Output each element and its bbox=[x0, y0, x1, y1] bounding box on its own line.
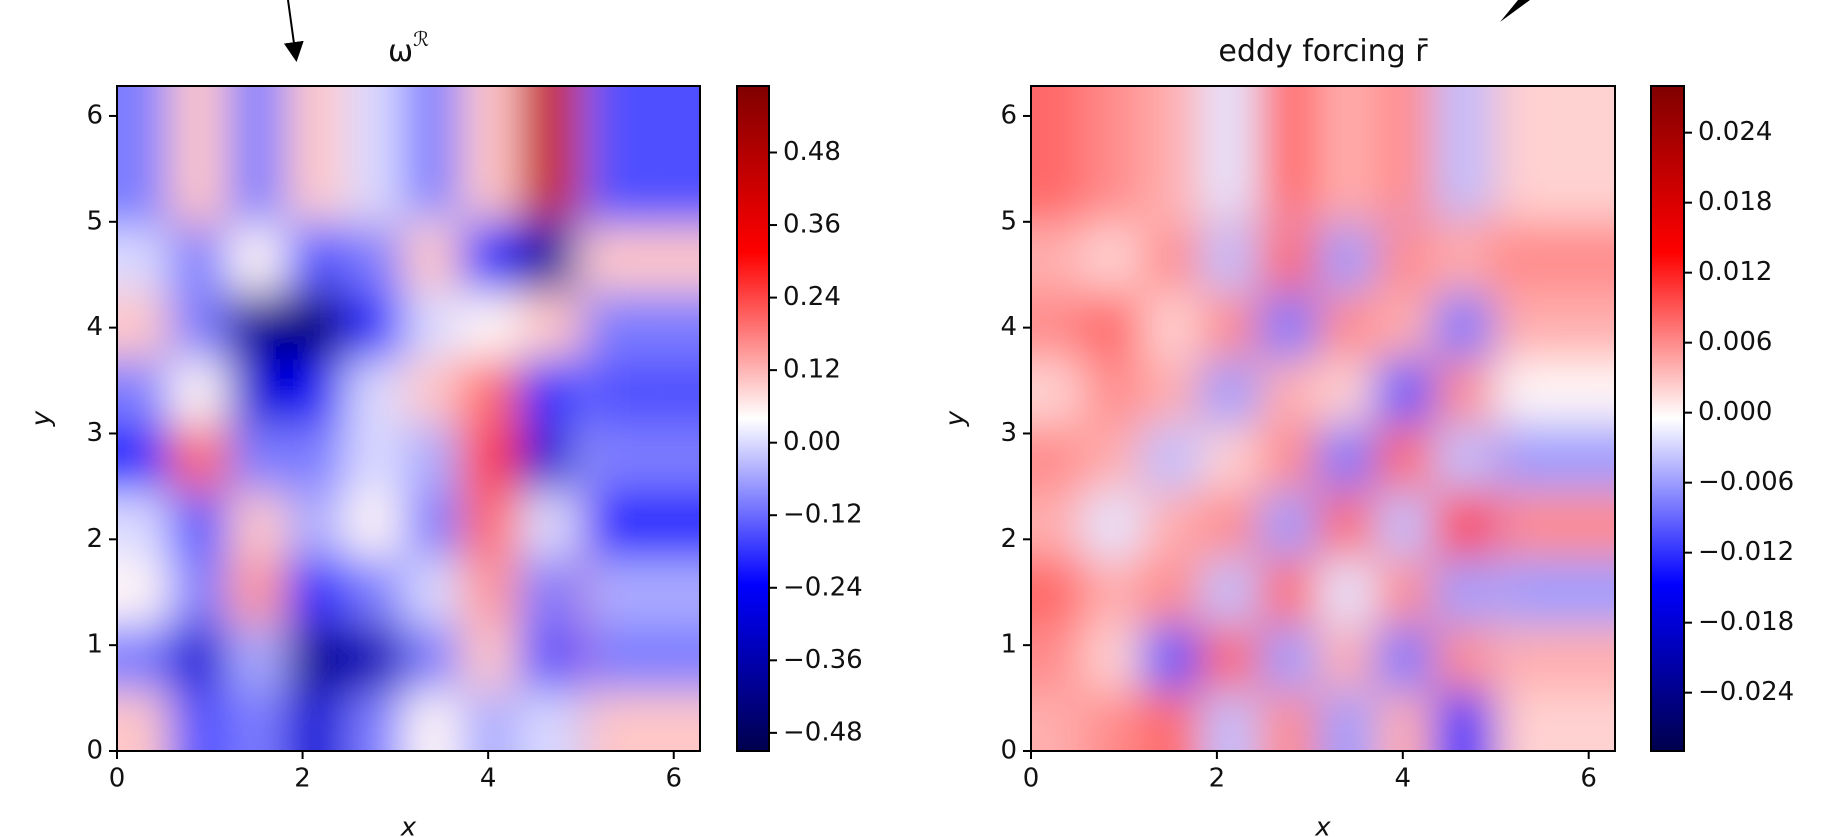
chart-title: eddy forcing r̄ bbox=[1218, 34, 1428, 69]
heatmap-cell bbox=[1498, 86, 1615, 220]
x-axis-label: x bbox=[400, 813, 417, 837]
x-tick-label: 2 bbox=[294, 764, 311, 794]
y-tick-label: 4 bbox=[1000, 312, 1017, 342]
y-tick-label: 0 bbox=[86, 736, 103, 766]
y-axis-label: y bbox=[941, 410, 971, 427]
y-tick-label: 5 bbox=[86, 206, 103, 236]
y-tick-label: 6 bbox=[86, 100, 103, 130]
title-superscript: ℛ bbox=[413, 27, 429, 51]
axes-frame bbox=[116, 85, 701, 752]
colorbar-tick-label: −0.36 bbox=[783, 645, 863, 675]
colorbar-tick-label: −0.018 bbox=[1698, 607, 1794, 637]
heatmap-cells bbox=[117, 86, 700, 751]
colorbar-tick-label: −0.12 bbox=[783, 500, 863, 530]
title-text: eddy forcing r̄ bbox=[1218, 34, 1428, 69]
colorbar-tick-label: −0.24 bbox=[783, 572, 863, 602]
colorbar-tick-label: −0.024 bbox=[1698, 677, 1794, 707]
y-tick-label: 3 bbox=[1000, 418, 1017, 448]
annotation-arrow bbox=[1500, 0, 1530, 22]
colorbar bbox=[736, 85, 770, 752]
colorbar-tick-label: 0.012 bbox=[1698, 257, 1772, 287]
x-tick-label: 0 bbox=[1023, 764, 1040, 794]
chart-title: ωℛ bbox=[388, 27, 429, 69]
x-tick-label: 2 bbox=[1209, 764, 1226, 794]
y-tick-label: 6 bbox=[1000, 100, 1017, 130]
y-tick-label: 5 bbox=[1000, 206, 1017, 236]
colorbar-tick-label: 0.000 bbox=[1698, 397, 1772, 427]
colorbar-tick-label: 0.00 bbox=[783, 427, 841, 457]
y-tick-label: 2 bbox=[1000, 524, 1017, 554]
colorbar-tick-label: −0.012 bbox=[1698, 537, 1794, 567]
colorbar bbox=[1650, 85, 1685, 752]
x-tick-label: 6 bbox=[665, 764, 682, 794]
y-tick-label: 4 bbox=[86, 312, 103, 342]
colorbar-tick-label: −0.006 bbox=[1698, 467, 1794, 497]
colorbar-tick-label: 0.12 bbox=[783, 355, 841, 385]
heatmap-cell bbox=[344, 86, 415, 220]
heatmap-cell bbox=[1083, 86, 1154, 220]
annotation-arrow bbox=[283, 0, 304, 62]
y-tick-label: 1 bbox=[1000, 630, 1017, 660]
heatmap bbox=[1031, 86, 1615, 751]
heatmap bbox=[117, 86, 700, 751]
colorbar-tick-label: −0.48 bbox=[783, 717, 863, 747]
colorbar-tick-label: 0.024 bbox=[1698, 117, 1772, 147]
x-tick-label: 4 bbox=[1395, 764, 1412, 794]
colorbar-tick-label: 0.018 bbox=[1698, 187, 1772, 217]
x-axis-label: x bbox=[1314, 813, 1331, 837]
heatmap-cell bbox=[583, 86, 700, 220]
colorbar-tick-label: 0.006 bbox=[1698, 327, 1772, 357]
y-axis-label: y bbox=[27, 410, 57, 427]
x-tick-label: 6 bbox=[1580, 764, 1597, 794]
y-tick-label: 2 bbox=[86, 524, 103, 554]
y-tick-label: 0 bbox=[1000, 736, 1017, 766]
axes-frame bbox=[1030, 85, 1616, 752]
colorbar-tick-label: 0.36 bbox=[783, 210, 841, 240]
colorbar-tick-label: 0.24 bbox=[783, 282, 841, 312]
colorbar-tick-label: 0.48 bbox=[783, 137, 841, 167]
y-tick-label: 1 bbox=[86, 630, 103, 660]
title-text: ω bbox=[388, 34, 413, 69]
y-tick-label: 3 bbox=[86, 418, 103, 448]
x-tick-label: 4 bbox=[480, 764, 497, 794]
x-tick-label: 0 bbox=[109, 764, 126, 794]
heatmap-cells bbox=[1031, 86, 1615, 751]
